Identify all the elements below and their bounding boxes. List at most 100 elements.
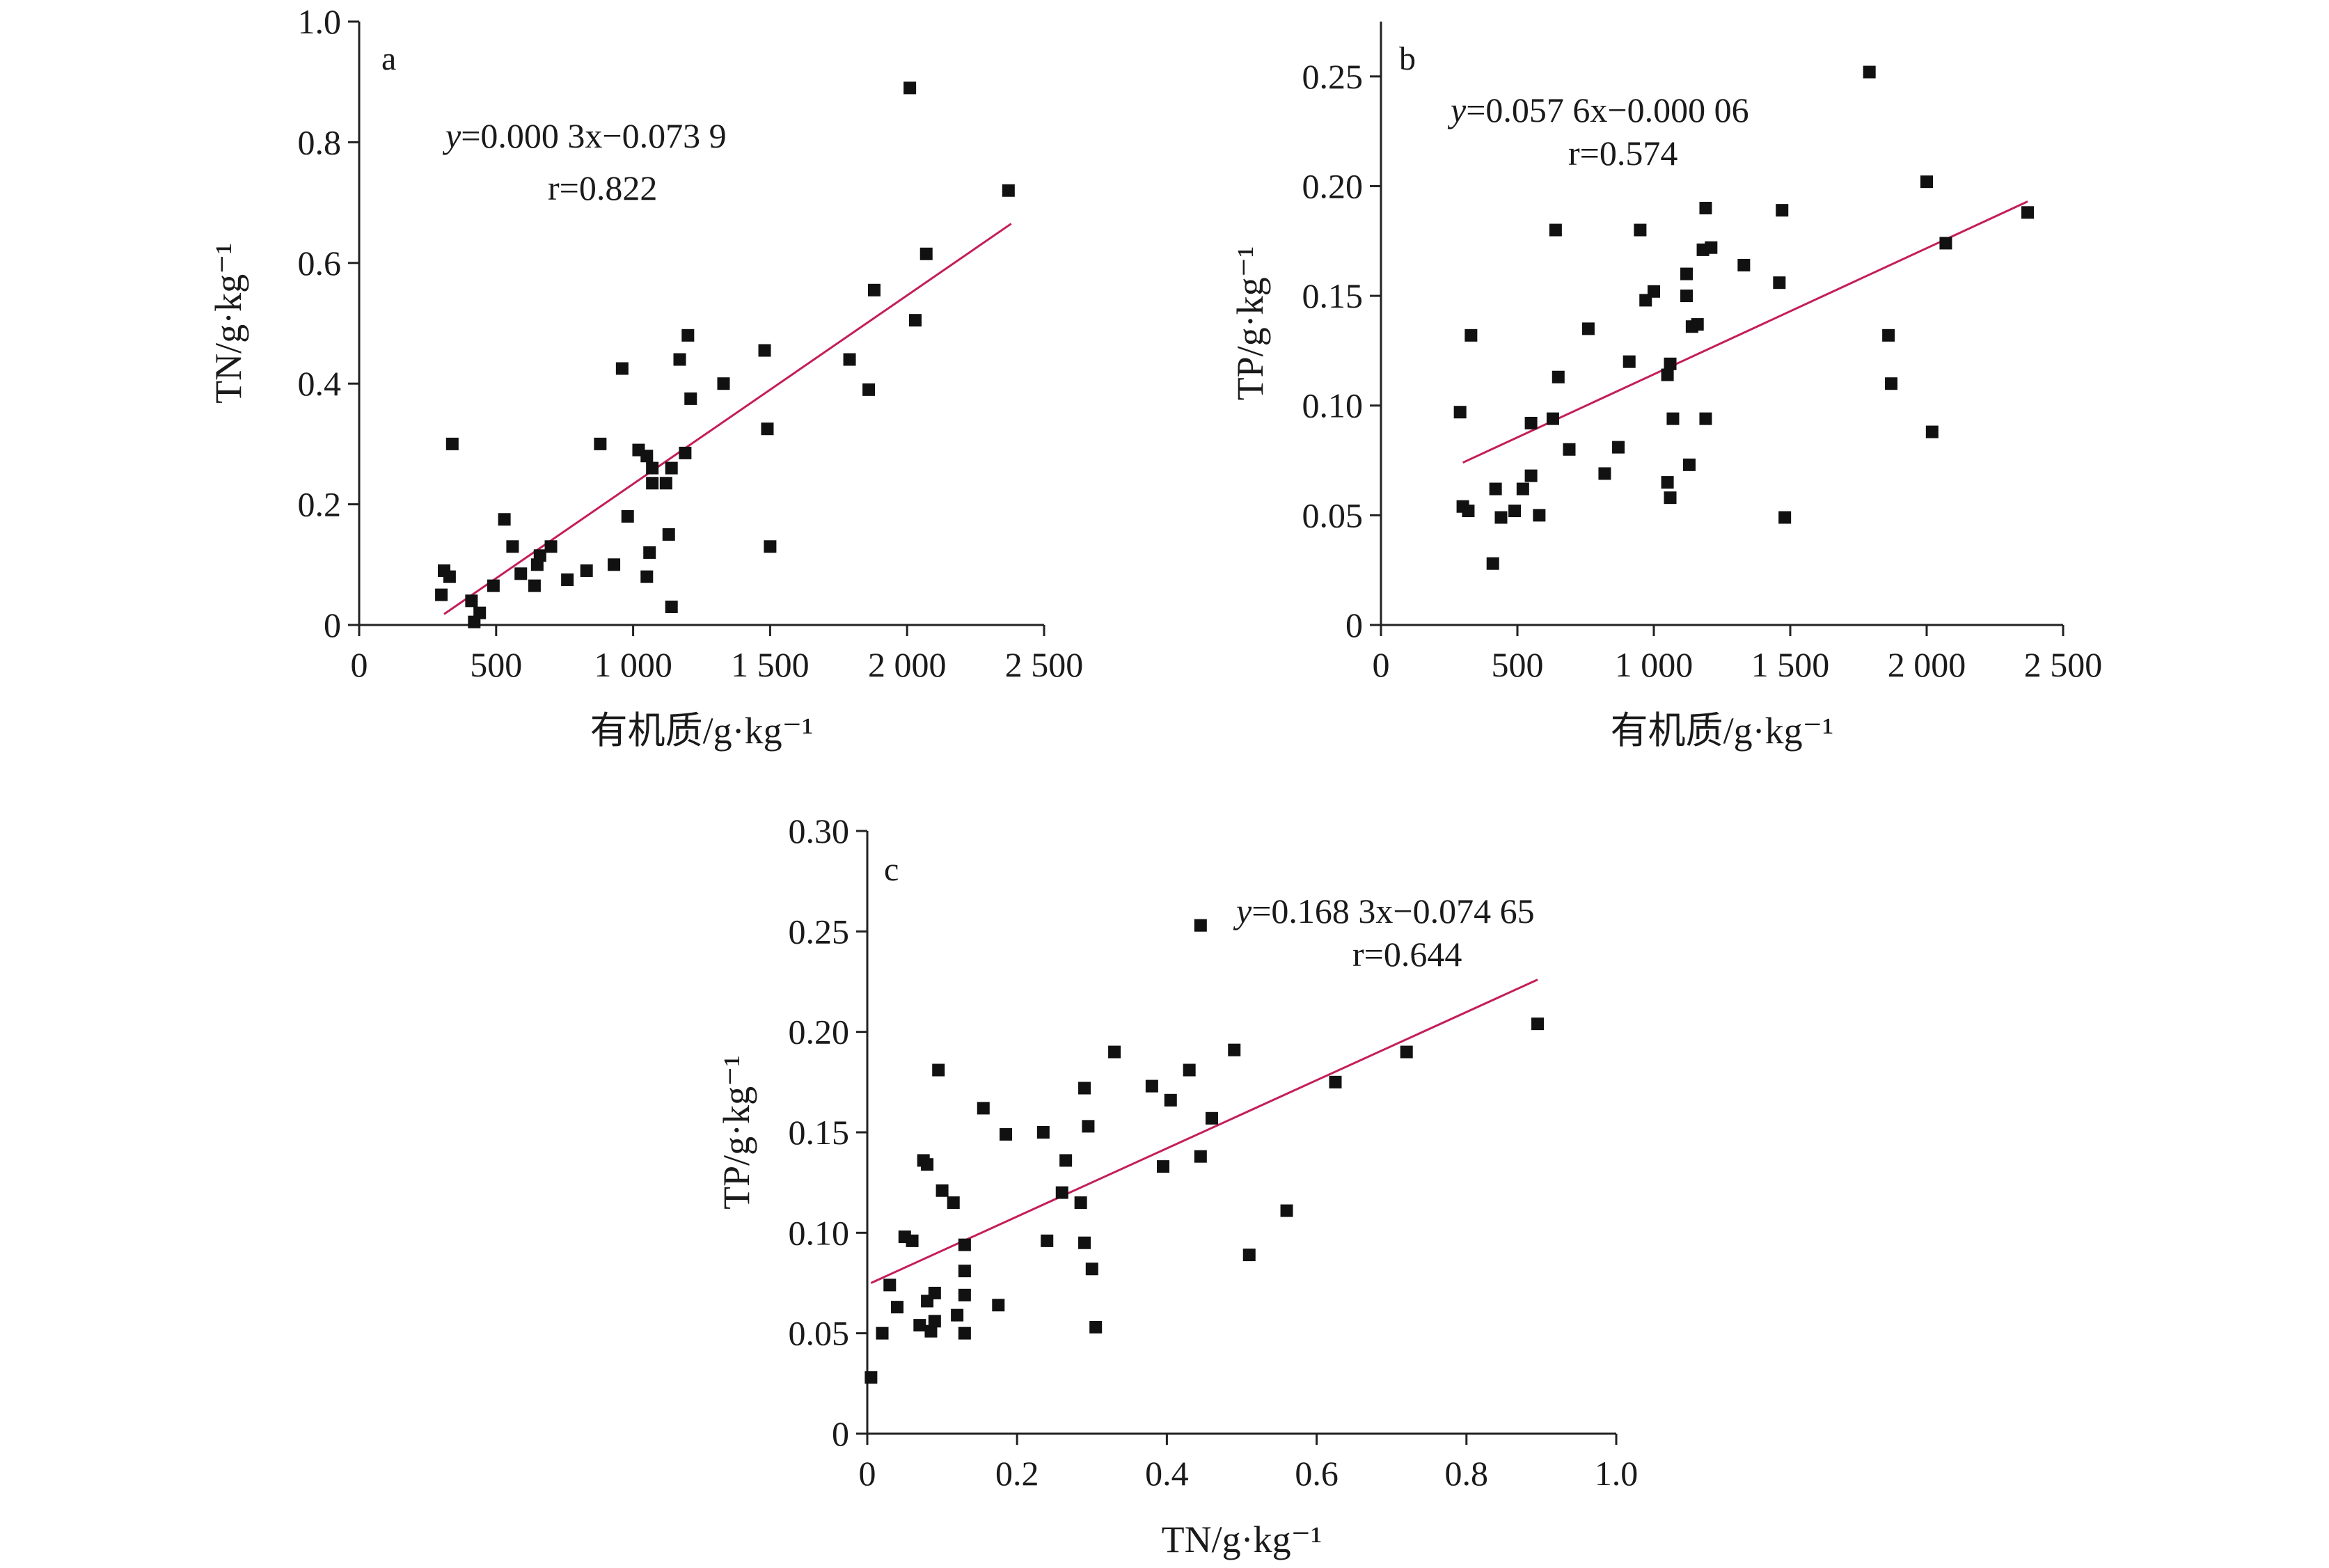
data-point xyxy=(646,477,659,490)
data-point xyxy=(1699,201,1712,214)
data-point xyxy=(1648,285,1660,298)
y-tick-label: 0.8 xyxy=(298,122,342,161)
data-point xyxy=(1581,322,1595,335)
x-tick-label: 1.0 xyxy=(1595,1454,1639,1493)
data-point xyxy=(906,1234,919,1247)
data-point xyxy=(891,1301,904,1314)
data-point xyxy=(1228,1043,1241,1056)
data-point xyxy=(1036,1126,1050,1139)
data-point xyxy=(1925,425,1939,438)
data-point xyxy=(1464,328,1478,342)
data-point xyxy=(1145,1079,1158,1093)
data-point xyxy=(640,570,654,583)
data-point xyxy=(1329,1075,1342,1088)
data-point xyxy=(958,1265,971,1278)
data-point xyxy=(977,1102,990,1115)
data-point xyxy=(1661,368,1674,381)
data-point xyxy=(1623,355,1636,368)
data-point xyxy=(1280,1204,1293,1217)
y-tick-label: 0 xyxy=(832,1414,849,1453)
data-point xyxy=(1552,370,1565,383)
data-point xyxy=(1205,1111,1218,1125)
y-tick-label: 1.0 xyxy=(298,2,342,41)
panel-letter: c xyxy=(884,851,899,888)
data-point xyxy=(435,588,448,601)
data-point xyxy=(758,344,771,357)
data-point xyxy=(761,422,774,436)
data-point xyxy=(717,377,730,390)
data-point xyxy=(1549,223,1562,237)
data-point xyxy=(1157,1160,1170,1173)
x-tick-label: 0.2 xyxy=(995,1454,1039,1493)
regression-equation: y=0.000 3x−0.073 9 xyxy=(442,116,727,155)
correlation-coefficient: r=0.574 xyxy=(1568,134,1677,173)
x-tick-label: 0 xyxy=(1373,645,1390,684)
y-tick-label: 0.20 xyxy=(789,1013,850,1052)
x-axis-title: 有机质/g·kg⁻¹ xyxy=(590,710,814,752)
y-tick-label: 0.10 xyxy=(1302,386,1364,425)
data-point xyxy=(1074,1196,1087,1210)
data-point xyxy=(1082,1120,1095,1133)
data-point xyxy=(1661,476,1674,489)
data-point xyxy=(924,1324,938,1338)
x-tick-label: 2 000 xyxy=(1888,645,1966,684)
data-point xyxy=(1108,1045,1121,1059)
data-point xyxy=(1778,511,1792,524)
data-point xyxy=(1680,267,1694,280)
data-point xyxy=(506,540,519,553)
x-tick-label: 1 000 xyxy=(1615,645,1694,684)
data-point xyxy=(665,461,678,475)
data-point xyxy=(544,540,558,553)
data-point xyxy=(1242,1249,1256,1262)
data-point xyxy=(883,1278,897,1292)
x-axis-title: TN/g·kg⁻¹ xyxy=(1162,1519,1323,1560)
data-point xyxy=(1598,467,1611,480)
data-point xyxy=(1885,377,1898,390)
data-point xyxy=(1524,416,1538,429)
y-tick-label: 0.20 xyxy=(1302,166,1364,205)
data-point xyxy=(1531,1017,1545,1031)
data-point xyxy=(561,573,574,586)
data-point xyxy=(1682,458,1696,471)
data-point xyxy=(1508,505,1522,518)
x-tick-label: 0.8 xyxy=(1445,1454,1489,1493)
panel-c: 0 0.2 0.4 0.6 0.8 1.0 0 0.05 0.10 0.15 0.20 0.25 0.3… xyxy=(716,811,1638,1560)
data-point xyxy=(947,1196,960,1210)
data-point xyxy=(621,509,634,523)
x-tick-label: 1 500 xyxy=(731,645,810,684)
x-tick-label: 1 500 xyxy=(1751,645,1830,684)
data-point xyxy=(615,362,629,375)
x-tick-label: 0 xyxy=(351,645,368,684)
data-point xyxy=(1546,412,1559,425)
data-point xyxy=(643,546,656,559)
panel-letter: a xyxy=(381,40,396,77)
data-point xyxy=(867,283,881,296)
data-point xyxy=(1164,1093,1177,1107)
y-tick-label: 0.4 xyxy=(298,364,342,403)
data-point xyxy=(1664,357,1677,370)
data-point xyxy=(1939,237,1952,250)
data-point xyxy=(681,328,695,342)
data-point xyxy=(958,1288,971,1301)
data-point xyxy=(514,567,528,580)
data-point xyxy=(1664,491,1677,505)
data-point xyxy=(1516,482,1529,496)
y-tick-label: 0.25 xyxy=(1302,57,1364,96)
data-point xyxy=(445,437,459,450)
y-tick-label: 0.05 xyxy=(789,1314,850,1353)
data-point xyxy=(1059,1154,1073,1167)
data-point xyxy=(1680,290,1694,303)
data-point xyxy=(958,1238,971,1251)
data-point xyxy=(640,450,654,463)
y-tick-label: 0.30 xyxy=(789,811,850,850)
x-tick-label: 0 xyxy=(859,1454,876,1493)
data-point xyxy=(1486,557,1499,570)
x-tick-label: 1 000 xyxy=(594,645,672,684)
data-point xyxy=(1699,412,1712,425)
data-point xyxy=(843,353,856,366)
panel-b: 0 500 1 000 1 500 2 000 2 500 0 0.05 0.10 0.15 0.2… xyxy=(1229,22,2102,752)
data-point xyxy=(928,1286,941,1299)
x-tick-label: 2 500 xyxy=(1005,645,1084,684)
data-point xyxy=(2021,206,2035,219)
